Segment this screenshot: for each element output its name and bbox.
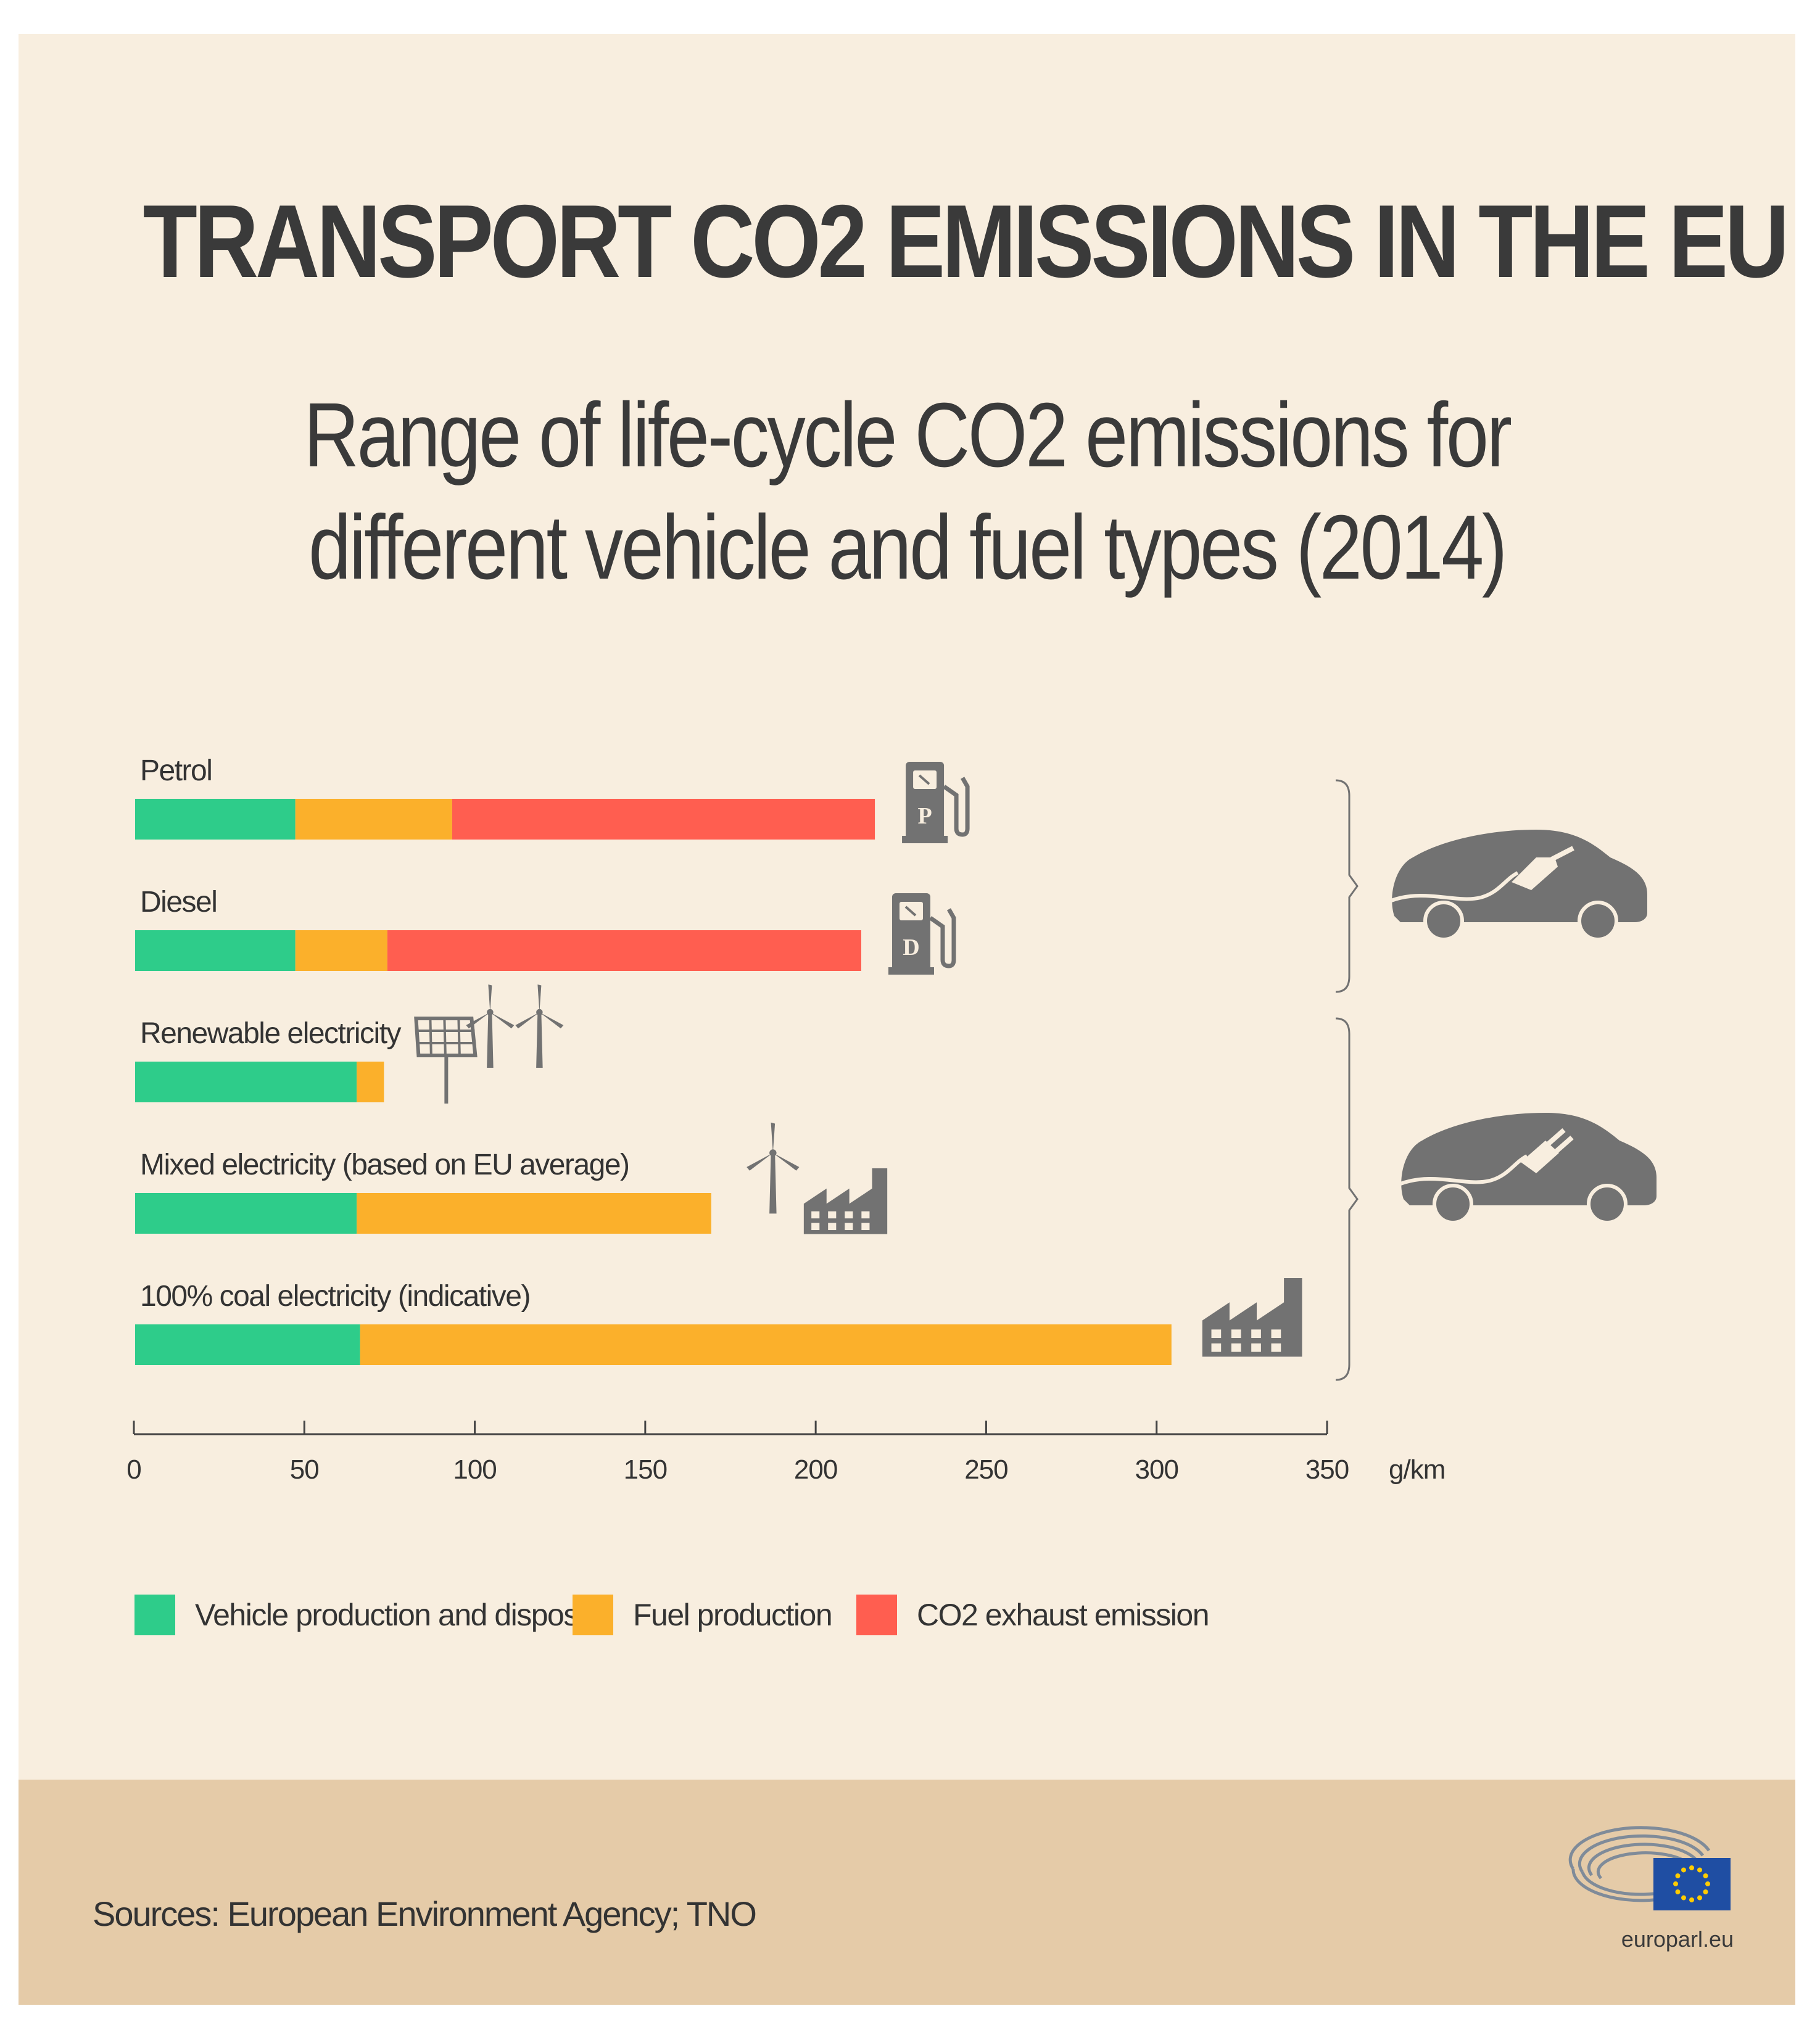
legend-item: CO2 exhaust emission <box>856 1595 1210 1635</box>
category-label: Mixed electricity (based on EU average) <box>140 1149 629 1181</box>
diesel-pump-icon: D <box>888 893 956 975</box>
page-title: TRANSPORT CO2 EMISSIONS IN THE EU <box>143 183 1790 299</box>
bar-segment-fuel-production <box>295 799 452 840</box>
bar-segment-co2-exhaust-emission <box>452 799 875 840</box>
fuel-car-icon <box>1390 830 1647 941</box>
wind-turbine-icon <box>466 984 515 1068</box>
footer <box>19 1780 1795 2005</box>
x-tick-label: 250 <box>964 1455 1007 1485</box>
brand-url: europarl.eu <box>1621 1926 1734 1952</box>
wind-turbine-icon <box>747 1122 800 1214</box>
legend-item: Fuel production <box>573 1595 833 1635</box>
bar-segment-vehicle-production-and-disposal <box>135 930 296 971</box>
legend-label: Fuel production <box>633 1598 832 1632</box>
legend-label: Vehicle production and disposal <box>195 1598 600 1632</box>
electric-car-icon <box>1399 1113 1657 1224</box>
wind-turbine-icon <box>515 984 564 1068</box>
subtitle-line-1: Range of life-cycle CO2 emissions for <box>304 384 1512 486</box>
category-label: Diesel <box>140 886 217 918</box>
x-tick-label: 200 <box>794 1455 837 1485</box>
legend-item: Vehicle production and disposal <box>134 1595 601 1635</box>
legend-swatch <box>856 1595 897 1635</box>
x-tick-label: 50 <box>290 1455 319 1485</box>
bar-segment-vehicle-production-and-disposal <box>135 1062 357 1102</box>
bar-segment-fuel-production <box>357 1193 711 1234</box>
legend-swatch <box>573 1595 613 1635</box>
factory-icon <box>803 1168 888 1234</box>
infographic: TRANSPORT CO2 EMISSIONS IN THE EU Range … <box>19 34 1795 2005</box>
legend-swatch <box>134 1595 175 1635</box>
category-label: Petrol <box>140 754 212 787</box>
source-note: Sources: European Environment Agency; TN… <box>93 1894 757 1933</box>
x-tick-label: 0 <box>126 1455 141 1485</box>
svg-text:P: P <box>917 803 932 829</box>
x-tick-label: 300 <box>1135 1455 1178 1485</box>
bar-segment-vehicle-production-and-disposal <box>135 1324 360 1365</box>
x-tick-label: 350 <box>1305 1455 1349 1485</box>
stacked-bar-chart: Petrol Diesel Renewable electricity Mixed e… <box>126 754 1657 1635</box>
bar-segment-fuel-production <box>295 930 387 971</box>
bar-segment-fuel-production <box>357 1062 384 1102</box>
bar-segment-vehicle-production-and-disposal <box>135 1193 357 1234</box>
x-tick-label: 150 <box>624 1455 667 1485</box>
subtitle-line-2: different vehicle and fuel types (2014) <box>308 497 1507 598</box>
petrol-pump-icon: P <box>902 762 970 843</box>
x-tick-label: 100 <box>453 1455 496 1485</box>
solar-panel-icon <box>414 1017 478 1104</box>
svg-text:D: D <box>903 935 919 960</box>
category-label: Renewable electricity <box>140 1017 402 1050</box>
european-parliament-logo-icon <box>1568 1826 1731 1910</box>
group-bracket <box>1335 1017 1359 1381</box>
bar-segment-vehicle-production-and-disposal <box>135 799 296 840</box>
x-axis-unit: g/km <box>1389 1455 1445 1485</box>
bar-segment-fuel-production <box>360 1324 1172 1365</box>
factory-icon <box>1202 1278 1302 1357</box>
bar-segment-co2-exhaust-emission <box>387 930 861 971</box>
group-bracket <box>1335 779 1359 993</box>
category-label: 100% coal electricity (indicative) <box>140 1280 530 1313</box>
chart-subtitle: Range of life-cycle CO2 emissions for di… <box>160 379 1653 604</box>
legend-label: CO2 exhaust emission <box>917 1598 1209 1632</box>
